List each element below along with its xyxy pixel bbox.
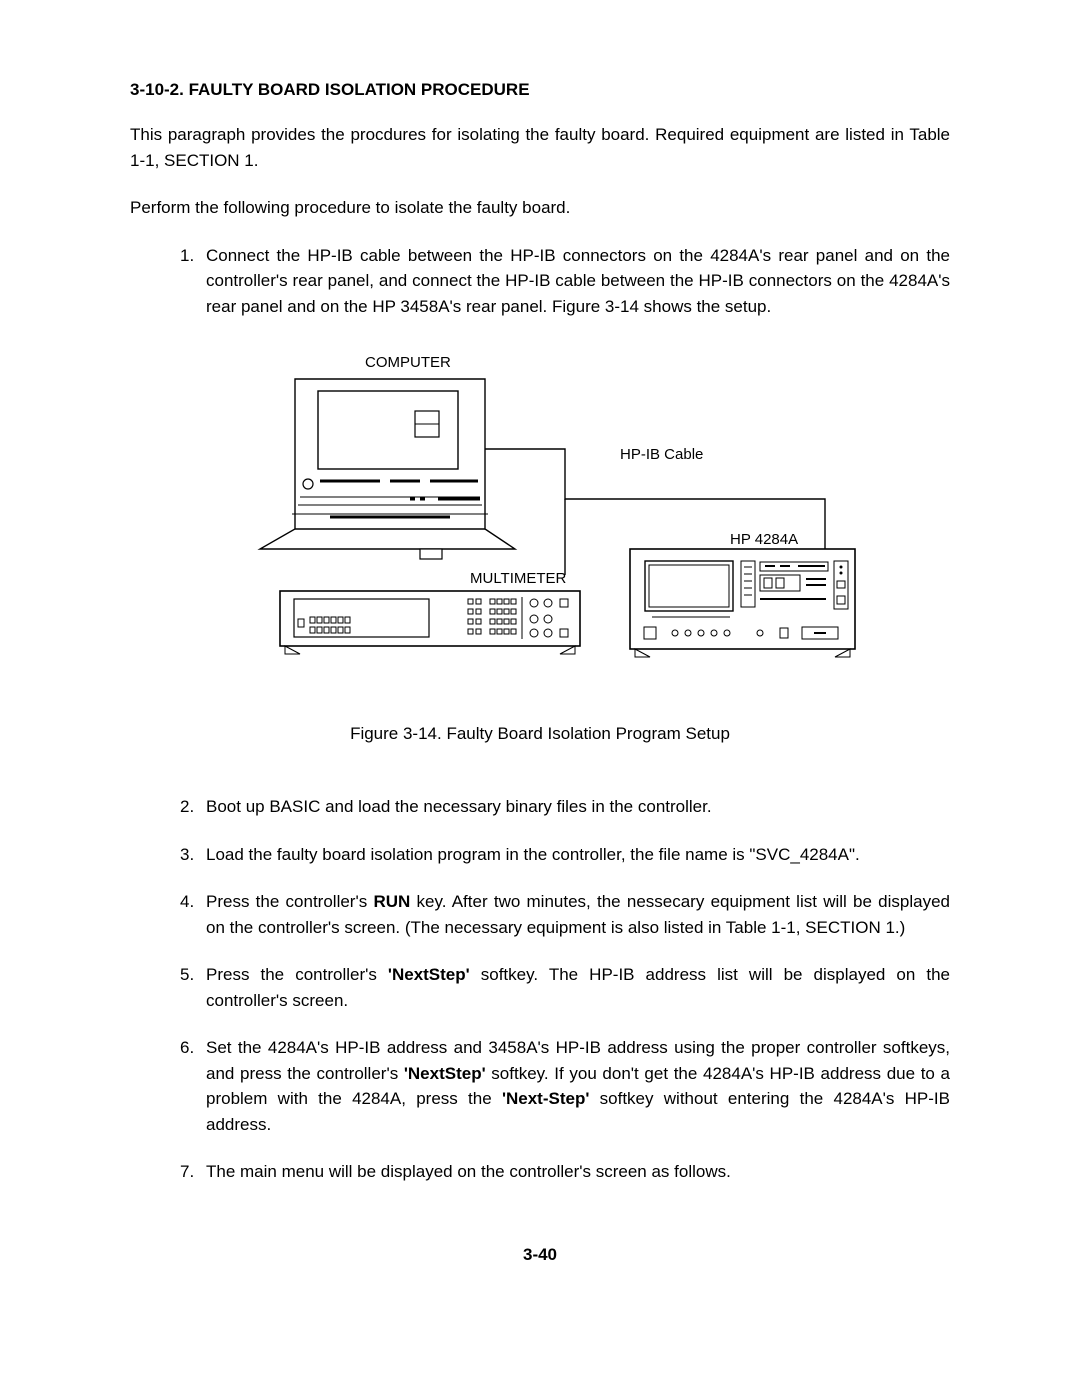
intro-paragraph-1: This paragraph provides the procdures fo… — [130, 122, 950, 173]
hp4284a-instrument — [630, 549, 855, 657]
step-text: Set the 4284A's HP-IB address and 3458A'… — [206, 1038, 950, 1134]
step-4: 4. Press the controller's RUN key. After… — [184, 889, 950, 940]
step-2: 2. Boot up BASIC and load the necessary … — [184, 794, 950, 820]
step-text: Load the faulty board isolation program … — [206, 845, 860, 864]
cable-label: HP-IB Cable — [620, 446, 703, 463]
multimeter-instrument — [280, 591, 580, 654]
step-number: 6. — [180, 1035, 194, 1061]
step-text: Boot up BASIC and load the necessary bin… — [206, 797, 712, 816]
step-5: 5. Press the controller's 'NextStep' sof… — [184, 962, 950, 1013]
step-number: 1. — [180, 243, 194, 269]
setup-diagram: COMPUTER HP-IB Cable HP 4284A — [220, 349, 860, 679]
step-6: 6. Set the 4284A's HP-IB address and 345… — [184, 1035, 950, 1137]
page-number: 3-40 — [130, 1245, 950, 1265]
step-text: Press the controller's RUN key. After tw… — [206, 892, 950, 937]
section-heading: 3-10-2. FAULTY BOARD ISOLATION PROCEDURE — [130, 80, 950, 100]
multimeter-label: MULTIMETER — [470, 570, 567, 587]
step-number: 7. — [180, 1159, 194, 1185]
hp4284a-label: HP 4284A — [730, 531, 798, 548]
procedure-list-top: 1. Connect the HP-IB cable between the H… — [130, 243, 950, 320]
step-number: 3. — [180, 842, 194, 868]
step-text: Press the controller's 'NextStep' softke… — [206, 965, 950, 1010]
step-text: Connect the HP-IB cable between the HP-I… — [206, 246, 950, 316]
figure-caption: Figure 3-14. Faulty Board Isolation Prog… — [130, 724, 950, 744]
step-text: The main menu will be displayed on the c… — [206, 1162, 731, 1181]
computer-label: COMPUTER — [365, 354, 451, 371]
procedure-list-bottom: 2. Boot up BASIC and load the necessary … — [130, 794, 950, 1185]
step-7: 7. The main menu will be displayed on th… — [184, 1159, 950, 1185]
step-number: 2. — [180, 794, 194, 820]
step-number: 4. — [180, 889, 194, 915]
intro-paragraph-2: Perform the following procedure to isola… — [130, 195, 950, 221]
figure-3-14: COMPUTER HP-IB Cable HP 4284A — [130, 349, 950, 684]
step-1: 1. Connect the HP-IB cable between the H… — [184, 243, 950, 320]
step-number: 5. — [180, 962, 194, 988]
step-3: 3. Load the faulty board isolation progr… — [184, 842, 950, 868]
